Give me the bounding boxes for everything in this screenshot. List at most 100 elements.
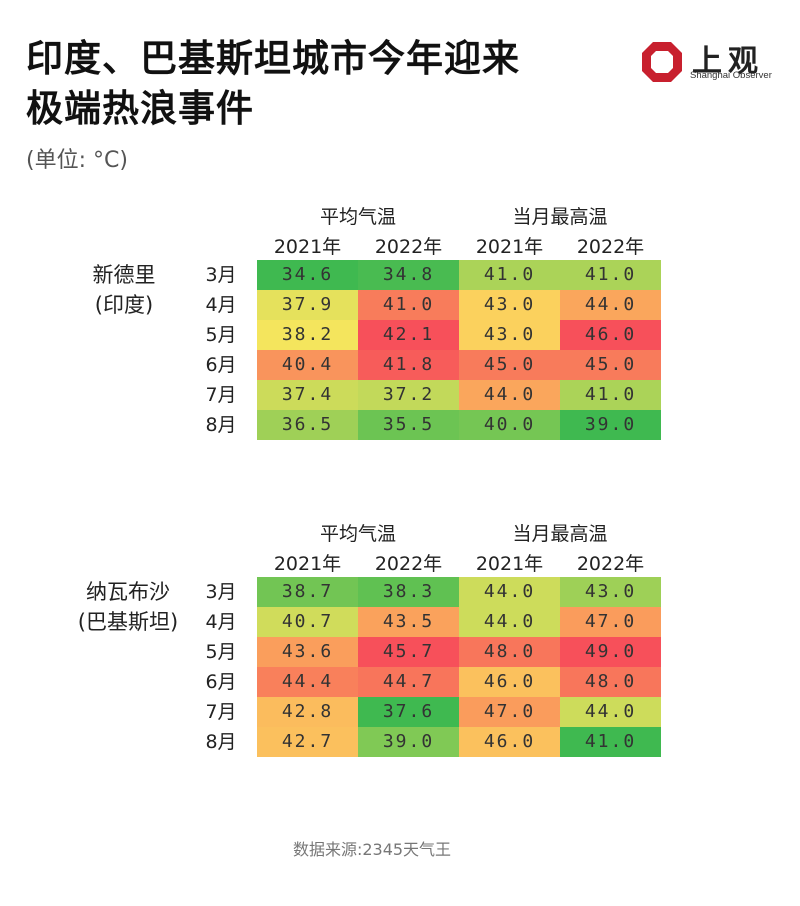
heatmap-cell: 37.6 — [358, 697, 459, 727]
year-header: 2022年 — [374, 236, 443, 258]
logo-octagon-icon — [642, 42, 682, 82]
heatmap-cell: 43.0 — [459, 290, 560, 320]
heatmap-cell: 44.0 — [560, 290, 661, 320]
heatmap-cell: 41.0 — [560, 380, 661, 410]
heatmap-cell: 39.0 — [560, 410, 661, 440]
heatmap-row: 38.7 38.3 44.0 43.0 — [257, 577, 661, 607]
year-header: 2021年 — [273, 553, 342, 575]
logo: 上观 Shanghai Observer — [640, 40, 772, 86]
heatmap-row: 37.4 37.2 44.0 41.0 — [257, 380, 661, 410]
heatmap-cell: 35.5 — [358, 410, 459, 440]
city-name: 新德里 — [92, 263, 156, 287]
heatmap-cell: 44.0 — [459, 607, 560, 637]
heatmap-cell: 44.4 — [257, 667, 358, 697]
heatmap-cell: 40.0 — [459, 410, 560, 440]
heatmap-cell: 47.0 — [560, 607, 661, 637]
heatmap-cell: 48.0 — [459, 637, 560, 667]
month-label: 6月 — [205, 671, 237, 693]
data-source: 数据来源:2345天气王 — [292, 840, 452, 859]
month-label: 8月 — [205, 414, 237, 436]
group-header-max: 当月最高温 — [512, 523, 608, 545]
heatmap-cell: 41.0 — [358, 290, 459, 320]
month-label: 7月 — [205, 384, 237, 406]
month-label: 5月 — [205, 641, 237, 663]
unit-label: (单位: °C) — [26, 148, 128, 173]
heatmap-cell: 42.7 — [257, 727, 358, 757]
heatmap-cell: 37.9 — [257, 290, 358, 320]
year-header: 2021年 — [475, 553, 544, 575]
year-header: 2022年 — [374, 553, 443, 575]
heatmap-row: 36.5 35.5 40.0 39.0 — [257, 410, 661, 440]
heatmap-cell: 41.0 — [560, 727, 661, 757]
heatmap-cell: 40.7 — [257, 607, 358, 637]
heatmap-cell: 45.0 — [560, 350, 661, 380]
heatmap-grid: 34.6 34.8 41.0 41.0 37.9 41.0 43.0 44.0 38.2 42.1… — [257, 260, 661, 440]
heatmap-cell: 44.0 — [560, 697, 661, 727]
month-label: 7月 — [205, 701, 237, 723]
heatmap-cell: 41.0 — [459, 260, 560, 290]
heatmap-row: 38.2 42.1 43.0 46.0 — [257, 320, 661, 350]
month-label: 8月 — [205, 731, 237, 753]
heatmap-cell: 42.8 — [257, 697, 358, 727]
city-label: 纳瓦布沙 (巴基斯坦) — [48, 577, 208, 637]
heatmap-cell: 41.8 — [358, 350, 459, 380]
heatmap-cell: 45.7 — [358, 637, 459, 667]
heatmap-cell: 44.7 — [358, 667, 459, 697]
heatmap-row: 37.9 41.0 43.0 44.0 — [257, 290, 661, 320]
chart-title: 印度、巴基斯坦城市今年迎来 极端热浪事件 — [26, 34, 520, 134]
heatmap-row: 43.6 45.7 48.0 49.0 — [257, 637, 661, 667]
heatmap-cell: 36.5 — [257, 410, 358, 440]
heatmap-row: 40.4 41.8 45.0 45.0 — [257, 350, 661, 380]
city-name: 纳瓦布沙 — [86, 580, 170, 604]
month-label: 6月 — [205, 354, 237, 376]
year-header: 2022年 — [576, 236, 645, 258]
heatmap-cell: 46.0 — [459, 727, 560, 757]
heatmap-cell: 45.0 — [459, 350, 560, 380]
heatmap-cell: 41.0 — [560, 260, 661, 290]
month-label: 5月 — [205, 324, 237, 346]
heatmap-cell: 40.4 — [257, 350, 358, 380]
heatmap-cell: 43.5 — [358, 607, 459, 637]
month-label: 3月 — [205, 581, 237, 603]
heatmap-cell: 34.8 — [358, 260, 459, 290]
heatmap-row: 44.4 44.7 46.0 48.0 — [257, 667, 661, 697]
city-country: (巴基斯坦) — [77, 610, 179, 634]
heatmap-cell: 43.6 — [257, 637, 358, 667]
group-header-max: 当月最高温 — [512, 206, 608, 228]
year-header: 2022年 — [576, 553, 645, 575]
heatmap-cell: 43.0 — [459, 320, 560, 350]
heatmap-cell: 34.6 — [257, 260, 358, 290]
heatmap-grid: 38.7 38.3 44.0 43.0 40.7 43.5 44.0 47.0 43.6 45.7… — [257, 577, 661, 757]
heatmap-cell: 38.3 — [358, 577, 459, 607]
heatmap-cell: 38.7 — [257, 577, 358, 607]
group-header-avg: 平均气温 — [319, 523, 396, 545]
heatmap-cell: 48.0 — [560, 667, 661, 697]
month-labels: 3月 4月 5月 6月 7月 8月 — [196, 577, 246, 757]
city-label: 新德里 (印度) — [44, 260, 204, 320]
heatmap-row: 42.8 37.6 47.0 44.0 — [257, 697, 661, 727]
heatmap-cell: 37.4 — [257, 380, 358, 410]
heatmap-row: 42.7 39.0 46.0 41.0 — [257, 727, 661, 757]
heatmap-cell: 49.0 — [560, 637, 661, 667]
heatmap-cell: 46.0 — [560, 320, 661, 350]
heatmap-cell: 46.0 — [459, 667, 560, 697]
title-line-2: 极端热浪事件 — [26, 87, 254, 130]
month-label: 4月 — [205, 611, 237, 633]
year-header: 2021年 — [475, 236, 544, 258]
heatmap-cell: 39.0 — [358, 727, 459, 757]
heatmap-cell: 43.0 — [560, 577, 661, 607]
month-labels: 3月 4月 5月 6月 7月 8月 — [196, 260, 246, 440]
group-header-avg: 平均气温 — [319, 206, 396, 228]
city-country: (印度) — [94, 293, 154, 317]
heatmap-cell: 37.2 — [358, 380, 459, 410]
month-label: 3月 — [205, 264, 237, 286]
title-line-1: 印度、巴基斯坦城市今年迎来 — [26, 37, 520, 80]
heatmap-cell: 44.0 — [459, 380, 560, 410]
heatmap-cell: 42.1 — [358, 320, 459, 350]
month-label: 4月 — [205, 294, 237, 316]
year-header: 2021年 — [273, 236, 342, 258]
heatmap-row: 40.7 43.5 44.0 47.0 — [257, 607, 661, 637]
logo-text-en: Shanghai Observer — [690, 70, 772, 81]
heatmap-cell: 38.2 — [257, 320, 358, 350]
heatmap-cell: 44.0 — [459, 577, 560, 607]
